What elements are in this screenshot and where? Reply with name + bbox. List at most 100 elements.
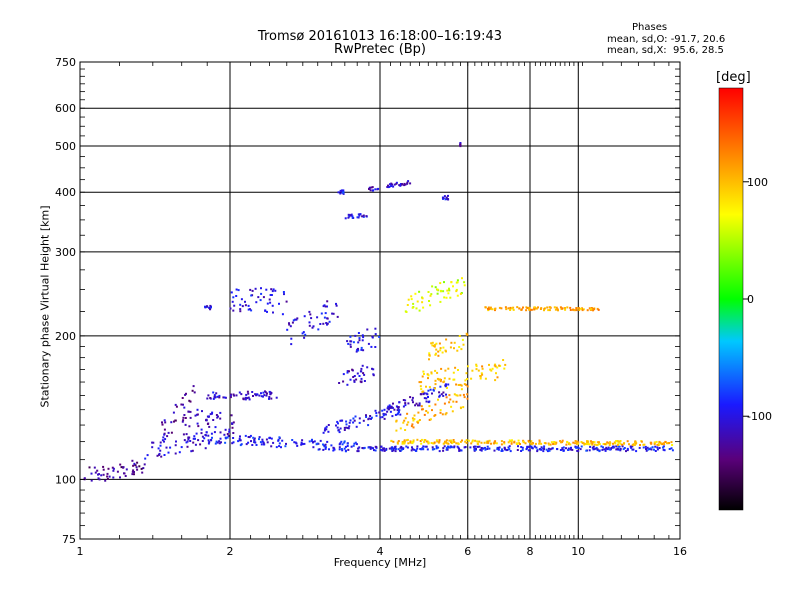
data-point — [462, 393, 465, 396]
data-point — [182, 419, 185, 422]
data-point — [456, 349, 459, 352]
data-point — [456, 294, 459, 297]
data-point — [608, 444, 611, 446]
data-point — [516, 449, 519, 451]
data-point — [434, 414, 437, 416]
data-point — [296, 444, 299, 447]
data-point — [576, 449, 579, 452]
data-point — [386, 407, 389, 410]
data-point — [602, 446, 604, 449]
data-point — [445, 412, 448, 415]
data-point — [463, 383, 466, 386]
data-point — [392, 449, 395, 452]
data-point — [410, 425, 413, 428]
data-point — [640, 440, 643, 443]
data-point — [396, 441, 399, 444]
data-point — [368, 417, 371, 420]
data-point — [185, 433, 188, 436]
y-axis-label: Stationary phase Virtual Height [km] — [38, 205, 52, 408]
data-point — [413, 448, 416, 451]
data-point — [484, 306, 487, 309]
data-point — [447, 194, 449, 197]
data-point — [389, 183, 391, 186]
data-point — [475, 448, 477, 450]
data-point — [525, 448, 528, 451]
data-point — [467, 439, 470, 442]
data-point — [232, 432, 235, 434]
data-point — [438, 391, 441, 394]
data-point — [371, 336, 374, 339]
data-point — [533, 306, 536, 309]
data-point — [449, 296, 452, 299]
data-point — [420, 442, 423, 445]
data-point — [399, 413, 402, 416]
data-point — [670, 447, 673, 450]
data-point — [579, 448, 582, 451]
data-point — [338, 448, 341, 451]
data-point — [212, 397, 215, 400]
y-tick-label: 600 — [55, 102, 76, 115]
data-point — [527, 439, 530, 442]
data-point — [531, 442, 534, 444]
data-point — [449, 446, 451, 449]
data-point — [479, 375, 482, 378]
data-point — [204, 305, 206, 308]
data-point — [260, 395, 263, 398]
data-point — [617, 441, 620, 444]
data-point — [170, 421, 173, 424]
data-point — [281, 439, 284, 442]
data-point — [577, 441, 580, 444]
data-point — [136, 461, 139, 464]
data-point — [503, 367, 506, 370]
data-point — [606, 448, 609, 451]
data-point — [475, 363, 478, 366]
data-point — [504, 448, 507, 451]
data-point — [344, 449, 347, 452]
data-point — [645, 448, 647, 450]
data-point — [490, 369, 493, 372]
data-point — [409, 440, 412, 443]
data-point — [324, 446, 327, 449]
data-point — [261, 438, 264, 441]
data-point — [116, 470, 119, 473]
data-point — [360, 346, 363, 349]
data-point — [365, 215, 368, 218]
data-point — [533, 308, 536, 311]
data-point — [456, 394, 459, 397]
data-point — [521, 446, 524, 449]
data-point — [235, 288, 238, 291]
data-point — [404, 399, 407, 402]
data-point — [196, 413, 199, 416]
data-point — [477, 440, 480, 443]
data-point — [209, 308, 211, 311]
data-point — [174, 444, 177, 447]
data-point — [605, 442, 608, 445]
data-point — [459, 440, 462, 443]
data-point — [623, 442, 625, 445]
data-point — [610, 447, 613, 449]
data-point — [180, 446, 183, 449]
data-point — [159, 441, 162, 444]
data-point — [323, 444, 326, 447]
data-point — [112, 469, 115, 472]
data-point — [614, 442, 617, 445]
data-point — [275, 446, 278, 449]
data-point — [341, 443, 344, 446]
data-point — [445, 196, 448, 199]
data-point — [238, 437, 241, 440]
data-point — [340, 190, 343, 193]
data-point — [349, 378, 352, 381]
data-point — [83, 477, 86, 480]
data-point — [410, 441, 413, 444]
data-point — [555, 441, 558, 444]
data-point — [497, 447, 500, 449]
data-point — [239, 308, 242, 311]
data-point — [339, 419, 342, 422]
data-point — [405, 445, 408, 448]
data-point — [220, 441, 222, 444]
data-point — [362, 419, 365, 422]
data-point — [247, 304, 250, 307]
data-point — [324, 447, 327, 450]
data-point — [662, 448, 665, 451]
